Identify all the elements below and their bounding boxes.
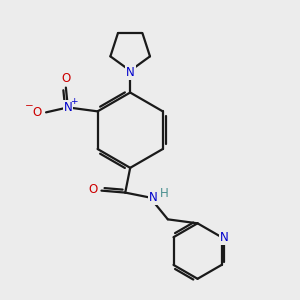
Text: N: N xyxy=(64,101,72,114)
Text: −: − xyxy=(25,101,34,111)
Text: N: N xyxy=(148,191,157,204)
Text: +: + xyxy=(70,97,78,106)
Text: N: N xyxy=(126,66,135,79)
Text: N: N xyxy=(220,231,229,244)
Text: O: O xyxy=(32,106,42,119)
Text: H: H xyxy=(160,187,168,200)
Text: O: O xyxy=(88,183,97,196)
Text: O: O xyxy=(61,72,70,85)
